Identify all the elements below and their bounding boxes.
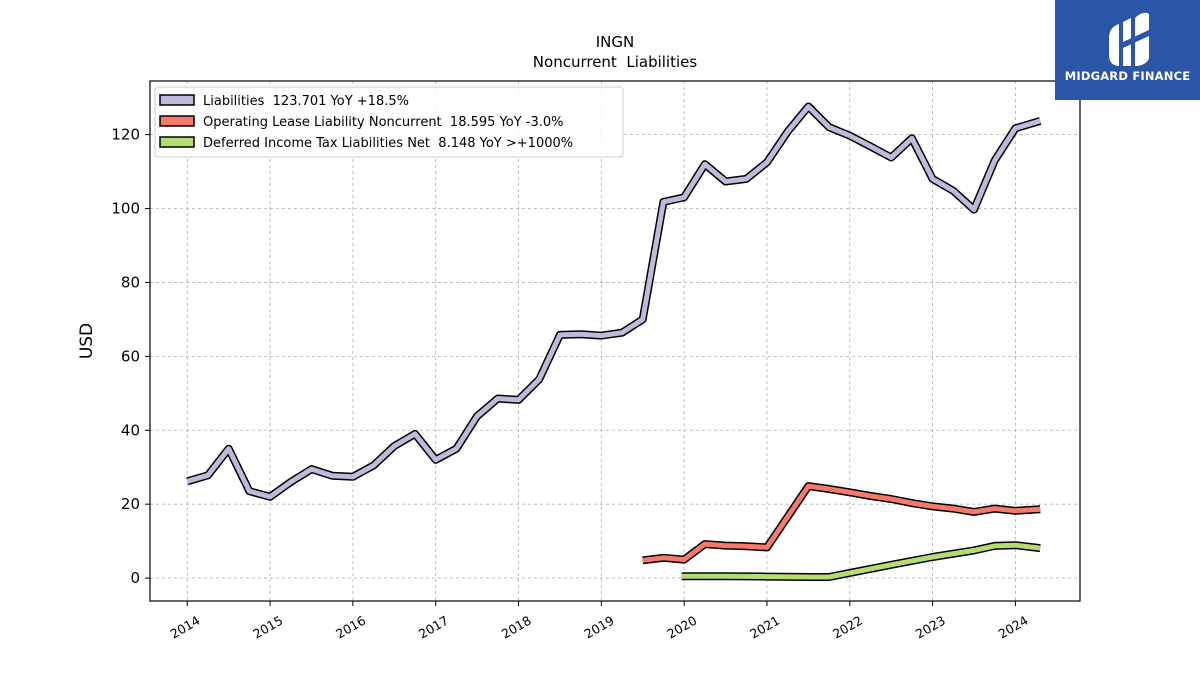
grid bbox=[150, 81, 1080, 601]
y-tick-label: 120 bbox=[111, 126, 140, 144]
x-tick-label: 2019 bbox=[582, 613, 617, 642]
legend-swatch bbox=[159, 115, 195, 127]
x-tick-label: 2023 bbox=[913, 613, 948, 642]
y-tick-label: 20 bbox=[121, 495, 140, 513]
series-line-outline-0 bbox=[186, 102, 1042, 501]
logo-mark-icon bbox=[1109, 12, 1149, 66]
y-tick-label: 60 bbox=[121, 347, 140, 365]
x-tick-label: 2014 bbox=[167, 613, 202, 642]
x-tick-label: 2020 bbox=[664, 613, 699, 642]
series-layer bbox=[186, 102, 1042, 581]
legend: Liabilities 123.701 YoY +18.5% Operating … bbox=[154, 86, 624, 158]
series-line-2 bbox=[681, 542, 1041, 580]
x-tick-label: 2024 bbox=[996, 613, 1031, 642]
series-line-0 bbox=[186, 104, 1041, 500]
x-tick-label: 2015 bbox=[250, 613, 285, 642]
y-tick-label: 80 bbox=[121, 273, 140, 291]
legend-box bbox=[154, 86, 624, 158]
x-tick-label: 2017 bbox=[416, 613, 451, 642]
x-tick-label: 2018 bbox=[499, 613, 534, 642]
x-tick-label: 2022 bbox=[830, 613, 865, 642]
plot-frame bbox=[149, 80, 1081, 602]
y-axis-label: USD bbox=[77, 323, 97, 359]
legend-swatch bbox=[159, 94, 195, 106]
y-tick-label: 100 bbox=[111, 200, 140, 218]
legend-swatch bbox=[159, 136, 195, 148]
chart-subtitle: Noncurrent Liabilities bbox=[533, 53, 698, 71]
logo-text: MIDGARD FINANCE bbox=[1064, 69, 1191, 83]
y-tick-label: 40 bbox=[121, 421, 140, 439]
chart-title: INGN bbox=[596, 33, 635, 51]
legend-label: Operating Lease Liability Noncurrent 18.… bbox=[203, 115, 564, 130]
legend-label: Deferred Income Tax Liabilities Net 8.14… bbox=[203, 136, 573, 151]
y-tick-label: 0 bbox=[130, 569, 140, 587]
x-tick-label: 2016 bbox=[333, 613, 368, 642]
midgard-finance-logo: MIDGARD FINANCE bbox=[1055, 0, 1200, 100]
x-tick-label: 2021 bbox=[747, 613, 782, 642]
series-line-1 bbox=[642, 483, 1041, 563]
legend-label: Liabilities 123.701 YoY +18.5% bbox=[203, 94, 409, 109]
